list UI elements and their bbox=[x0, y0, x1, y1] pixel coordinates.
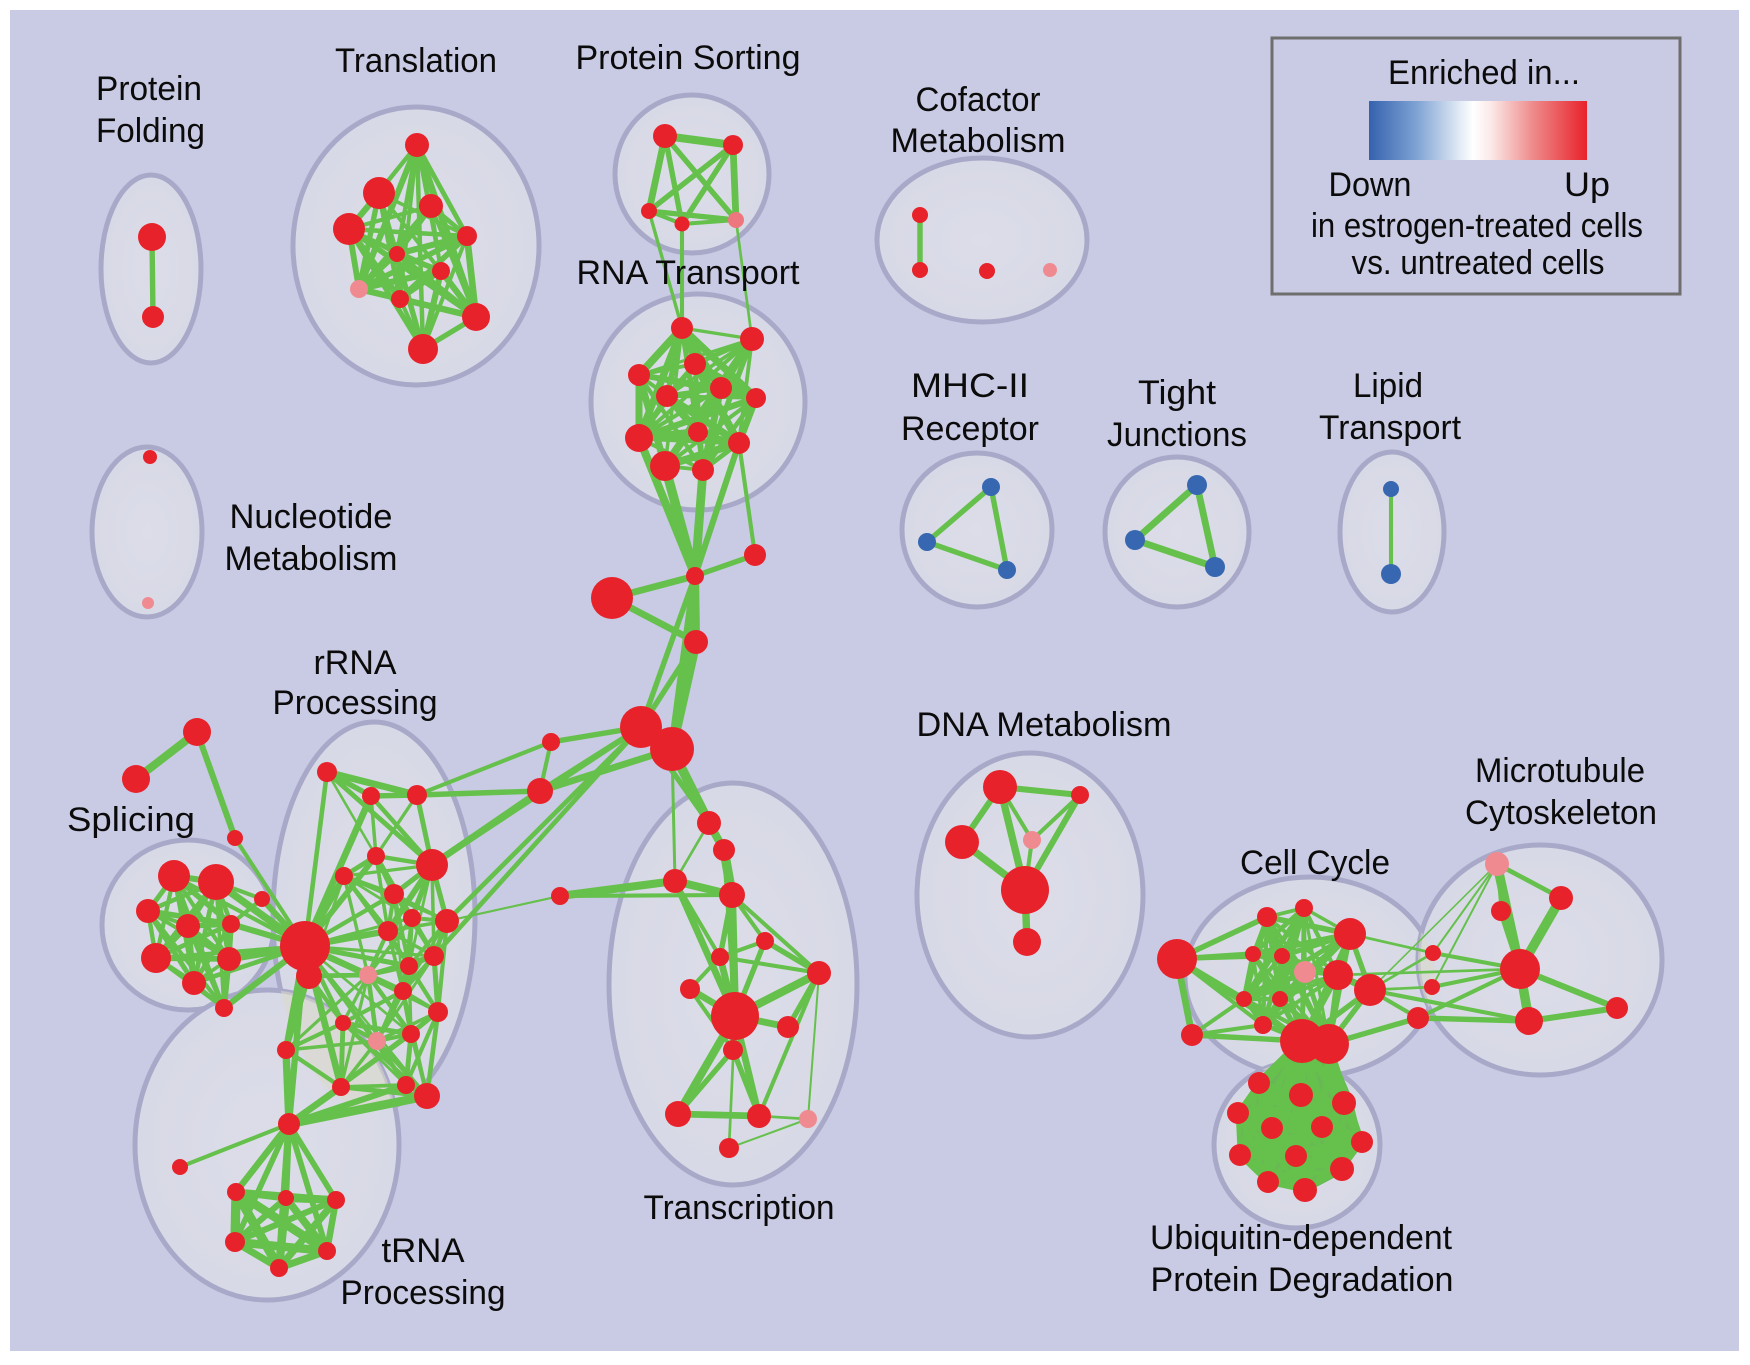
svg-text:Nucleotide: Nucleotide bbox=[230, 498, 393, 536]
svg-text:RNA Transport: RNA Transport bbox=[577, 254, 801, 292]
svg-text:Processing: Processing bbox=[273, 684, 438, 722]
svg-text:Cofactor: Cofactor bbox=[916, 81, 1041, 119]
svg-text:MHC-II: MHC-II bbox=[911, 367, 1029, 405]
svg-text:Splicing: Splicing bbox=[67, 801, 195, 839]
svg-text:DNA Metabolism: DNA Metabolism bbox=[917, 706, 1172, 744]
svg-text:Cell Cycle: Cell Cycle bbox=[1240, 844, 1390, 882]
svg-text:Lipid: Lipid bbox=[1353, 367, 1423, 405]
svg-text:Metabolism: Metabolism bbox=[891, 122, 1066, 160]
svg-text:Protein: Protein bbox=[96, 70, 202, 108]
svg-text:Protein Degradation: Protein Degradation bbox=[1151, 1261, 1454, 1299]
svg-text:Transport: Transport bbox=[1319, 409, 1462, 447]
svg-text:Down: Down bbox=[1329, 166, 1412, 204]
svg-text:tRNA: tRNA bbox=[382, 1232, 465, 1270]
svg-text:Ubiquitin-dependent: Ubiquitin-dependent bbox=[1150, 1219, 1453, 1257]
svg-text:Cytoskeleton: Cytoskeleton bbox=[1465, 794, 1657, 832]
svg-text:Receptor: Receptor bbox=[901, 410, 1039, 448]
svg-text:Protein Sorting: Protein Sorting bbox=[576, 39, 801, 77]
svg-text:Translation: Translation bbox=[335, 42, 497, 80]
svg-text:Junctions: Junctions bbox=[1107, 416, 1247, 454]
svg-text:vs. untreated cells: vs. untreated cells bbox=[1352, 244, 1605, 282]
svg-text:Enriched in...: Enriched in... bbox=[1388, 54, 1580, 92]
svg-text:Folding: Folding bbox=[96, 112, 205, 150]
svg-text:Processing: Processing bbox=[341, 1274, 506, 1312]
svg-text:Transcription: Transcription bbox=[644, 1189, 835, 1227]
svg-text:rRNA: rRNA bbox=[314, 644, 397, 682]
svg-text:Microtubule: Microtubule bbox=[1475, 752, 1645, 790]
svg-text:Tight: Tight bbox=[1138, 374, 1217, 412]
svg-text:Up: Up bbox=[1564, 166, 1610, 204]
svg-text:in estrogen-treated cells: in estrogen-treated cells bbox=[1311, 207, 1643, 245]
svg-text:Metabolism: Metabolism bbox=[225, 540, 398, 578]
